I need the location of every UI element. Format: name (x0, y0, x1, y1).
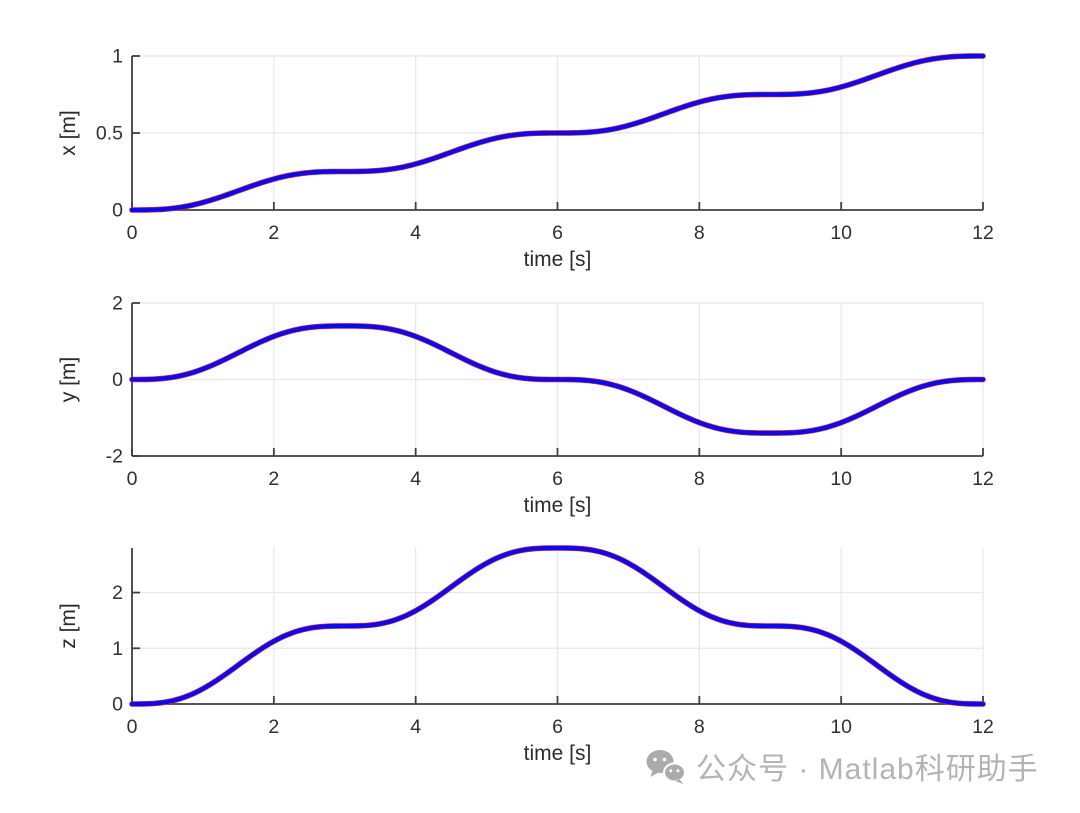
y-tick-label: 2 (112, 293, 123, 315)
x-tick-label: 8 (694, 716, 705, 738)
y-axis-label: x [m] (57, 110, 80, 156)
x-axis-label: time [s] (524, 494, 592, 517)
x-tick-label: 4 (410, 222, 421, 244)
x-axis-label: time [s] (524, 742, 592, 765)
x-tick-label: 0 (127, 468, 138, 490)
x-tick-label: 4 (410, 468, 421, 490)
x-tick-label: 10 (830, 222, 852, 244)
x-tick-label: 8 (694, 468, 705, 490)
y-tick-label: 2 (112, 582, 123, 604)
y-tick-label: 1 (112, 638, 123, 660)
y-tick-label: -2 (106, 446, 123, 468)
x-tick-label: 6 (552, 222, 563, 244)
wechat-icon (646, 750, 686, 784)
curve-actual (129, 323, 986, 436)
x-tick-label: 6 (552, 468, 563, 490)
y-axis-label: y [m] (57, 357, 80, 403)
x-tick-label: 0 (127, 716, 138, 738)
x-tick-label: 2 (268, 716, 279, 738)
x-tick-label: 12 (972, 222, 994, 244)
x-position-subplot: 0 2 4 6 8 10 12 0 0.5 1 time [s] x [m] (57, 46, 994, 272)
y-tick-label: 0 (112, 200, 123, 222)
watermark-text: 公众号 · Matlab科研助手 (696, 753, 1039, 786)
curve-actual (129, 545, 986, 707)
x-tick-label: 0 (127, 222, 138, 244)
x-axis-label: time [s] (524, 248, 592, 271)
x-tick-label: 12 (972, 716, 994, 738)
x-tick-label: 10 (830, 468, 852, 490)
y-tick-label: 1 (112, 46, 123, 68)
curve-actual (129, 53, 986, 213)
x-tick-label: 4 (410, 716, 421, 738)
x-tick-label: 6 (552, 716, 563, 738)
y-tick-label: 0 (112, 694, 123, 716)
x-tick-label: 12 (972, 468, 994, 490)
y-tick-label: 0 (112, 369, 123, 391)
watermark: 公众号 · Matlab科研助手 (644, 744, 1039, 788)
y-tick-label: 0.5 (96, 123, 123, 145)
x-tick-label: 2 (268, 222, 279, 244)
x-tick-label: 2 (268, 468, 279, 490)
x-tick-label: 10 (830, 716, 852, 738)
x-tick-label: 8 (694, 222, 705, 244)
y-axis-label: z [m] (57, 603, 80, 649)
